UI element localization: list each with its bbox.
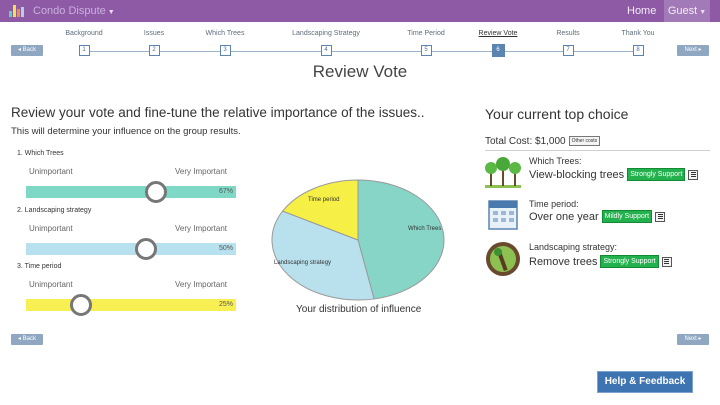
wizard-step-number: 3: [219, 45, 231, 56]
importance-value: 67%: [218, 188, 233, 195]
back-button[interactable]: ◂ Back: [11, 45, 43, 56]
wizard-step-label: Background: [65, 30, 103, 37]
top-nav-bar: Condo Dispute ▼ Home Guest ▼: [0, 0, 720, 22]
wizard-step-label: Which Trees: [205, 30, 245, 37]
choice-value: Remove trees: [529, 255, 598, 268]
wizard-step-7[interactable]: Results 7: [523, 29, 613, 56]
wizard-step-number: 5: [420, 45, 432, 56]
wizard-step-5[interactable]: Time Period 5: [381, 29, 471, 56]
very-important-label: Very Important: [175, 280, 228, 289]
back-button-label: Back: [22, 47, 37, 53]
wizard-step-8[interactable]: Thank You 8: [593, 29, 683, 56]
importance-slider-track[interactable]: 67%: [26, 186, 236, 198]
choice-menu-button[interactable]: [661, 256, 672, 267]
importance-slider-handle[interactable]: [145, 181, 168, 203]
trees-icon: [485, 157, 521, 188]
other-costs-button[interactable]: Other costs: [568, 136, 601, 146]
back-button-label: Back: [22, 336, 37, 342]
very-important-label: Very Important: [175, 224, 228, 233]
choice-issue-which-trees: Which Trees:: [529, 156, 582, 166]
issue-title-landscaping: 2. Landscaping strategy: [17, 207, 92, 214]
footer-next-button[interactable]: Next ▸: [677, 334, 709, 345]
choice-issue-landscaping: Landscaping strategy:: [529, 242, 618, 252]
next-button-label: Next: [684, 336, 697, 342]
choice-value: View-blocking trees: [529, 168, 625, 181]
choice-row: Over one year Mildly Support: [529, 210, 666, 223]
wizard-step-number: 2: [148, 45, 160, 56]
influence-pie-chart: Which Trees Landscaping strategy Time peri…: [270, 172, 446, 302]
importance-value: 50%: [218, 245, 233, 252]
very-important-label: Very Important: [175, 167, 228, 176]
app-title: Condo Dispute: [33, 5, 106, 17]
wizard-step-label: Issues: [143, 30, 165, 37]
user-menu[interactable]: Guest ▼: [664, 0, 710, 22]
importance-slider-track[interactable]: 25%: [26, 299, 236, 311]
pie-slice-label: Landscaping strategy: [274, 260, 331, 266]
review-subtext: This will determine your influence on th…: [11, 126, 241, 137]
pie-slice: [281, 179, 359, 241]
wizard-step-number: 7: [562, 45, 574, 56]
top-choice-heading: Your current top choice: [485, 106, 629, 122]
wizard-step-2[interactable]: Issues 2: [109, 29, 199, 56]
page-title: Review Vote: [312, 62, 408, 81]
footer-back-button[interactable]: ◂ Back: [11, 334, 43, 345]
choice-issue-time-period: Time period:: [529, 199, 579, 209]
pie-slice-label: Which Trees: [408, 226, 441, 232]
importance-slider-track[interactable]: 50%: [26, 243, 236, 255]
support-badge: Strongly Support: [600, 255, 659, 268]
review-instructions: Review your vote and fine-tune the relat…: [11, 105, 425, 120]
unimportant-label: Unimportant: [29, 224, 73, 233]
pie-svg: Which Trees Landscaping strategy Time peri…: [271, 179, 445, 301]
next-button-label: Next: [684, 47, 697, 53]
wizard-step-number: 8: [632, 45, 644, 56]
app-title-menu[interactable]: Condo Dispute ▼: [33, 5, 115, 17]
unimportant-label: Unimportant: [29, 280, 73, 289]
importance-slider-handle[interactable]: [69, 294, 92, 316]
wizard-step-3[interactable]: Which Trees 3: [180, 29, 270, 56]
unimportant-label: Unimportant: [29, 167, 73, 176]
total-cost-row: Total Cost: $1,000 Other costs: [485, 135, 601, 147]
wizard-step-label: Thank You: [621, 30, 655, 37]
issue-title-time-period: 3. Time period: [17, 263, 62, 270]
tree-removal-icon: [486, 242, 520, 276]
choice-menu-button[interactable]: [655, 211, 666, 222]
choice-menu-button[interactable]: [688, 169, 699, 180]
importance-value: 25%: [218, 301, 233, 308]
wizard-step-label: Landscaping Strategy: [292, 30, 360, 37]
support-badge: Strongly Support: [627, 168, 686, 181]
support-badge: Mildly Support: [601, 210, 653, 223]
wizard-step-1[interactable]: Background 1: [39, 29, 129, 56]
wizard-step-label: Time Period: [407, 30, 445, 37]
choice-row: Remove trees Strongly Support: [529, 255, 672, 268]
wizard-step-number: 6: [492, 45, 504, 56]
caret-down-icon: ▼: [699, 9, 707, 16]
wizard-step-4[interactable]: Landscaping Strategy 4: [281, 29, 371, 56]
pie-slice-label: Time period: [308, 197, 339, 203]
divider: [485, 150, 710, 151]
wizard-step-label: Review Vote: [478, 30, 518, 37]
user-label: Guest: [667, 5, 698, 17]
wizard-track: [84, 51, 640, 52]
calendar-icon: [488, 200, 518, 230]
caret-down-icon: ▼: [107, 9, 115, 16]
issue-title-which-trees: 1. Which Trees: [17, 150, 64, 157]
pie-slice: [271, 210, 375, 301]
wizard-step-number: 1: [78, 45, 90, 56]
wizard-step-label: Results: [556, 30, 580, 37]
importance-slider-handle[interactable]: [134, 238, 157, 260]
total-cost: Total Cost: $1,000: [485, 135, 566, 147]
app-logo-icon: [9, 5, 24, 17]
home-link[interactable]: Home: [627, 5, 657, 17]
pie-slice: [357, 179, 445, 300]
help-feedback-button[interactable]: Help & Feedback: [597, 371, 693, 393]
next-button[interactable]: Next ▸: [677, 45, 709, 56]
choice-value: Over one year: [529, 210, 599, 223]
pie-caption: Your distribution of influence: [296, 304, 422, 315]
wizard-step-6[interactable]: Review Vote 6: [453, 29, 543, 56]
wizard-step-number: 4: [320, 45, 332, 56]
brand: Condo Dispute ▼: [9, 3, 115, 19]
choice-row: View-blocking trees Strongly Support: [529, 168, 699, 181]
